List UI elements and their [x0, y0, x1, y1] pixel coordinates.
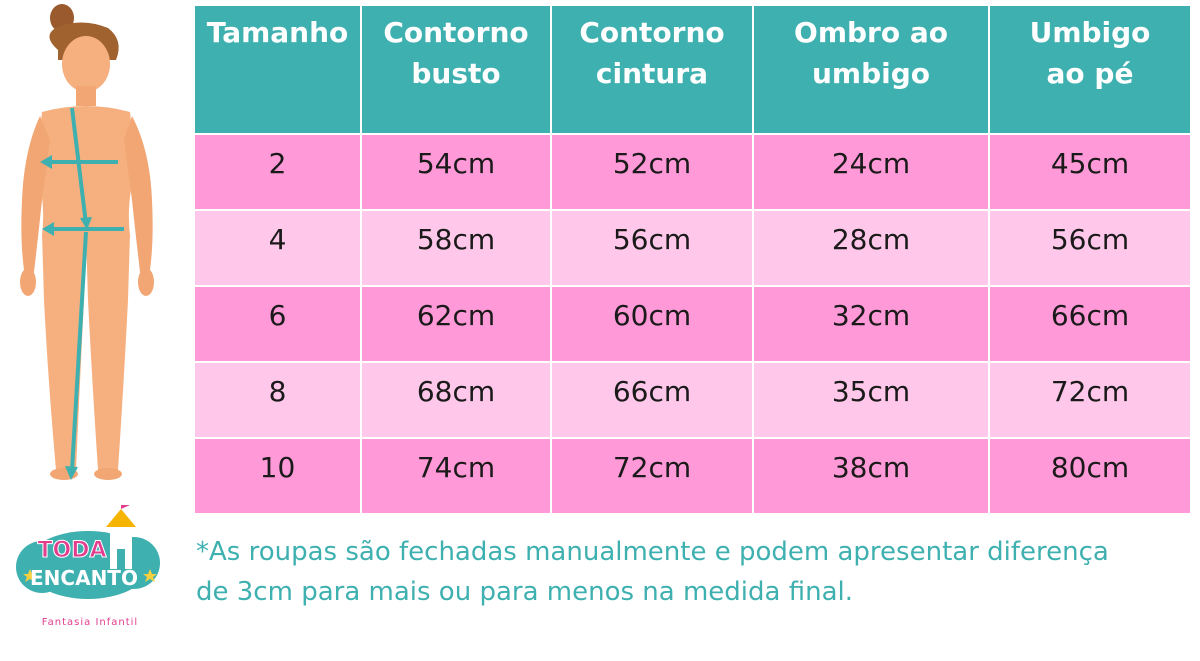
table-cell: 60cm: [550, 285, 754, 363]
left-hand: [20, 268, 36, 296]
table-cell: 80cm: [988, 437, 1192, 515]
header-tamanho: Tamanho: [193, 4, 362, 135]
table-cell: 8: [193, 361, 362, 439]
logo-tagline: Fantasia Infantil: [42, 617, 138, 628]
table-cell: 72cm: [550, 437, 754, 515]
table-cell: 54cm: [360, 133, 552, 211]
table-cell: 66cm: [988, 285, 1192, 363]
table-cell: 58cm: [360, 209, 552, 287]
right-foot: [94, 468, 122, 480]
star-icon: [23, 569, 37, 582]
table-cell: 72cm: [988, 361, 1192, 439]
table-cell: 6: [193, 285, 362, 363]
shoulder-navel-arrow: [70, 107, 88, 225]
table-row: 8 68cm 66cm 35cm 72cm: [193, 361, 1192, 439]
table-header-row: Tamanho Contorno busto Contorno cintura …: [193, 4, 1192, 135]
navel-foot-arrow: [70, 231, 88, 471]
right-hand: [138, 268, 154, 296]
left-arm: [21, 116, 50, 272]
table-cell: 56cm: [988, 209, 1192, 287]
table-cell: 24cm: [752, 133, 990, 211]
header-contorno-cintura: Contorno cintura: [550, 4, 754, 135]
logo-castle-flag: [121, 501, 130, 509]
table-row: 10 74cm 72cm 38cm 80cm: [193, 437, 1192, 515]
logo-castle-tower: [110, 525, 132, 569]
right-arm: [124, 116, 153, 272]
body-figure-icon: [20, 4, 154, 480]
table-row: 2 54cm 52cm 24cm 45cm: [193, 133, 1192, 211]
table-row: 6 62cm 60cm 32cm 66cm: [193, 285, 1192, 363]
table-cell: 38cm: [752, 437, 990, 515]
header-label: Contorno cintura: [579, 16, 725, 90]
castle-cloud-logo-icon: TODA ENCANTO Fantasia Infantil: [16, 501, 160, 628]
brand-logo: TODA ENCANTO Fantasia Infantil: [0, 501, 180, 645]
size-chart-table: Tamanho Contorno busto Contorno cintura …: [193, 4, 1192, 515]
table-cell: 32cm: [752, 285, 990, 363]
table-cell: 35cm: [752, 361, 990, 439]
table-cell: 66cm: [550, 361, 754, 439]
table-cell: 52cm: [550, 133, 754, 211]
logo-line1: TODA: [38, 538, 107, 563]
star-icon: [143, 569, 157, 582]
header-umbigo-pe: Umbigo ao pé: [988, 4, 1192, 135]
table-cell: 2: [193, 133, 362, 211]
table-cell: 45cm: [988, 133, 1192, 211]
header-label: Ombro ao umbigo: [794, 16, 948, 90]
table-cell: 68cm: [360, 361, 552, 439]
header-label: Tamanho: [206, 16, 349, 49]
right-leg: [86, 234, 130, 470]
table-cell: 4: [193, 209, 362, 287]
head: [62, 36, 110, 92]
header-contorno-busto: Contorno busto: [360, 4, 552, 135]
table-cell: 74cm: [360, 437, 552, 515]
body-measurement-figure: [0, 0, 180, 500]
navel-foot-arrowhead: [65, 466, 78, 480]
torso: [36, 106, 136, 236]
bust-arrowhead: [40, 155, 52, 169]
table-cell: 62cm: [360, 285, 552, 363]
logo-castle-roof: [106, 509, 136, 527]
header-label: Contorno busto: [383, 16, 529, 90]
table-cell: 28cm: [752, 209, 990, 287]
header-label: Umbigo ao pé: [1029, 16, 1151, 90]
logo-cloud-left: [16, 541, 68, 593]
table-row: 4 58cm 56cm 28cm 56cm: [193, 209, 1192, 287]
table-cell: 56cm: [550, 209, 754, 287]
table-cell: 10: [193, 437, 362, 515]
waist-arrowhead: [42, 222, 54, 236]
footnote: *As roupas são fechadas manualmente e po…: [196, 537, 1109, 607]
neck: [76, 86, 96, 106]
logo-castle-door: [117, 549, 125, 569]
shoulder-navel-arrowhead: [80, 217, 92, 230]
header-ombro-umbigo: Ombro ao umbigo: [752, 4, 990, 135]
logo-line2: ENCANTO: [30, 566, 138, 590]
